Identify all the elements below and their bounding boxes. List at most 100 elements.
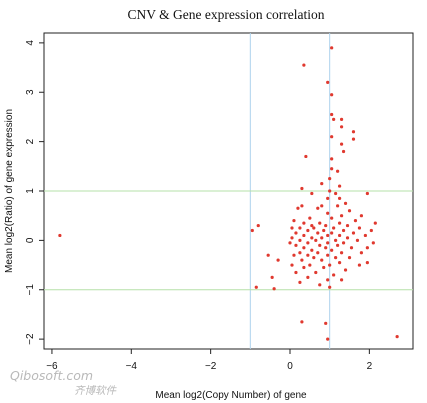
data-point xyxy=(304,154,308,159)
data-point xyxy=(365,246,369,250)
y-tick-label: −1 xyxy=(25,284,36,296)
data-point xyxy=(298,251,302,255)
data-point xyxy=(355,238,360,242)
data-point xyxy=(332,117,336,122)
data-point xyxy=(343,201,348,205)
watermark-latin-text: Qibosoft.com xyxy=(10,368,93,383)
data-point xyxy=(326,196,330,201)
data-point xyxy=(328,285,332,289)
data-point xyxy=(320,204,324,208)
data-point xyxy=(345,223,350,228)
data-point xyxy=(359,214,364,218)
data-point xyxy=(339,125,344,129)
y-tick-label: 1 xyxy=(25,188,36,194)
data-point xyxy=(326,80,330,84)
data-point xyxy=(300,258,304,262)
data-point xyxy=(357,263,362,267)
x-tick-label: 2 xyxy=(367,361,373,372)
data-point xyxy=(288,241,292,245)
data-point xyxy=(330,135,334,139)
data-point xyxy=(347,209,352,213)
data-point xyxy=(339,251,344,255)
x-tick-label: 0 xyxy=(287,361,293,372)
y-tick-label: 0 xyxy=(25,237,36,243)
data-point xyxy=(292,219,296,223)
data-point xyxy=(322,228,326,233)
data-point xyxy=(302,246,306,250)
data-point xyxy=(337,233,342,238)
data-point xyxy=(308,263,312,267)
data-point xyxy=(312,226,316,230)
data-point xyxy=(322,265,326,270)
data-point xyxy=(294,270,298,275)
data-point xyxy=(330,157,334,161)
data-point xyxy=(300,320,304,324)
data-point xyxy=(316,231,320,235)
x-axis-title: Mean log2(Copy Number) of gene xyxy=(155,390,307,401)
data-point xyxy=(351,137,356,141)
data-point xyxy=(328,189,332,193)
data-point xyxy=(316,251,320,255)
data-point xyxy=(292,253,296,257)
data-point xyxy=(357,226,362,230)
data-point xyxy=(328,177,332,181)
data-point xyxy=(337,184,342,188)
data-point xyxy=(302,265,306,270)
data-point xyxy=(318,221,322,225)
data-point xyxy=(326,241,330,245)
data-point xyxy=(324,321,328,325)
data-point xyxy=(365,191,369,196)
data-point xyxy=(326,211,330,215)
watermark-cjk-text: 齐博软件 xyxy=(74,385,117,397)
data-point xyxy=(365,260,369,265)
data-point xyxy=(343,268,348,272)
y-tick-label: −2 xyxy=(25,333,36,345)
data-point xyxy=(294,231,298,235)
data-point xyxy=(332,226,336,230)
data-point xyxy=(363,233,367,238)
data-point xyxy=(351,231,356,235)
data-point xyxy=(330,46,334,50)
data-point xyxy=(339,117,344,122)
data-point xyxy=(312,256,316,260)
data-point xyxy=(334,256,338,260)
data-point xyxy=(332,273,336,277)
data-point xyxy=(341,241,346,245)
data-point xyxy=(298,238,302,242)
y-tick-label: 3 xyxy=(25,89,36,95)
x-tick-label: −6 xyxy=(46,361,58,372)
data-point xyxy=(336,169,340,173)
data-point xyxy=(314,238,318,242)
data-point xyxy=(330,216,334,220)
data-point xyxy=(306,228,310,233)
data-point xyxy=(300,204,304,208)
data-point xyxy=(330,167,334,171)
data-point xyxy=(308,216,312,220)
data-point xyxy=(336,204,340,208)
data-point xyxy=(310,191,314,196)
data-point xyxy=(320,236,324,240)
data-point xyxy=(330,93,334,97)
data-point xyxy=(58,233,62,238)
data-point xyxy=(330,248,334,252)
y-tick-label: 2 xyxy=(25,138,36,144)
reference-lines xyxy=(44,33,413,349)
data-point xyxy=(349,246,354,250)
data-point xyxy=(298,226,302,230)
data-point xyxy=(316,206,320,210)
x-tick-label: −4 xyxy=(126,361,138,372)
data-point xyxy=(359,251,364,255)
data-point xyxy=(328,263,332,267)
data-point xyxy=(326,253,330,257)
data-point xyxy=(270,275,274,280)
data-point xyxy=(306,241,310,245)
data-point xyxy=(324,246,328,250)
x-tick-label: −2 xyxy=(205,361,217,372)
data-point xyxy=(326,337,330,341)
data-point xyxy=(276,258,280,262)
data-point xyxy=(339,142,344,146)
data-point xyxy=(353,219,358,223)
data-point xyxy=(306,253,310,257)
data-point xyxy=(371,241,375,245)
